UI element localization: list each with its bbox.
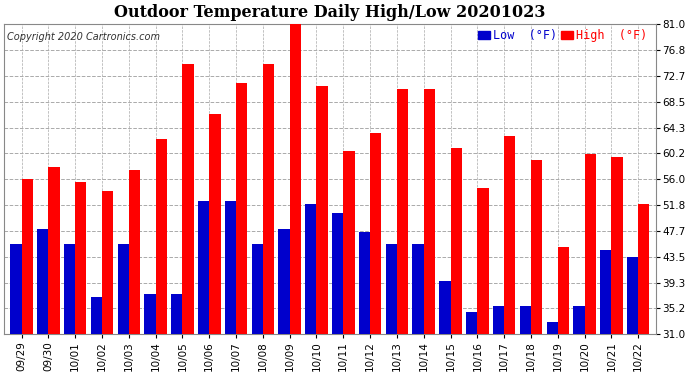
- Bar: [413, 244, 424, 334]
- Legend: Low  (°F), High  (°F): Low (°F), High (°F): [473, 24, 652, 47]
- Bar: [370, 133, 382, 334]
- Bar: [386, 244, 397, 334]
- Bar: [263, 64, 274, 334]
- Bar: [477, 188, 489, 334]
- Bar: [182, 64, 194, 334]
- Bar: [584, 154, 596, 334]
- Bar: [171, 294, 182, 334]
- Bar: [102, 192, 113, 334]
- Bar: [64, 244, 75, 334]
- Title: Outdoor Temperature Daily High/Low 20201023: Outdoor Temperature Daily High/Low 20201…: [115, 4, 546, 21]
- Bar: [493, 306, 504, 334]
- Bar: [573, 306, 584, 334]
- Bar: [10, 244, 21, 334]
- Bar: [236, 83, 247, 334]
- Bar: [466, 312, 477, 334]
- Bar: [451, 148, 462, 334]
- Bar: [627, 256, 638, 334]
- Bar: [117, 244, 129, 334]
- Bar: [156, 139, 167, 334]
- Bar: [75, 182, 86, 334]
- Bar: [91, 297, 102, 334]
- Bar: [611, 158, 622, 334]
- Bar: [600, 251, 611, 334]
- Bar: [638, 204, 649, 334]
- Bar: [359, 232, 370, 334]
- Bar: [504, 136, 515, 334]
- Bar: [531, 160, 542, 334]
- Bar: [290, 24, 301, 334]
- Bar: [144, 294, 156, 334]
- Bar: [37, 229, 48, 334]
- Bar: [48, 166, 59, 334]
- Bar: [546, 322, 558, 334]
- Bar: [397, 89, 408, 334]
- Bar: [225, 201, 236, 334]
- Bar: [252, 244, 263, 334]
- Bar: [558, 247, 569, 334]
- Bar: [21, 179, 33, 334]
- Bar: [279, 229, 290, 334]
- Bar: [344, 151, 355, 334]
- Bar: [317, 86, 328, 334]
- Bar: [440, 281, 451, 334]
- Bar: [198, 201, 209, 334]
- Bar: [129, 170, 140, 334]
- Bar: [332, 213, 344, 334]
- Bar: [424, 89, 435, 334]
- Bar: [305, 204, 317, 334]
- Bar: [520, 306, 531, 334]
- Text: Copyright 2020 Cartronics.com: Copyright 2020 Cartronics.com: [8, 32, 160, 42]
- Bar: [209, 114, 221, 334]
